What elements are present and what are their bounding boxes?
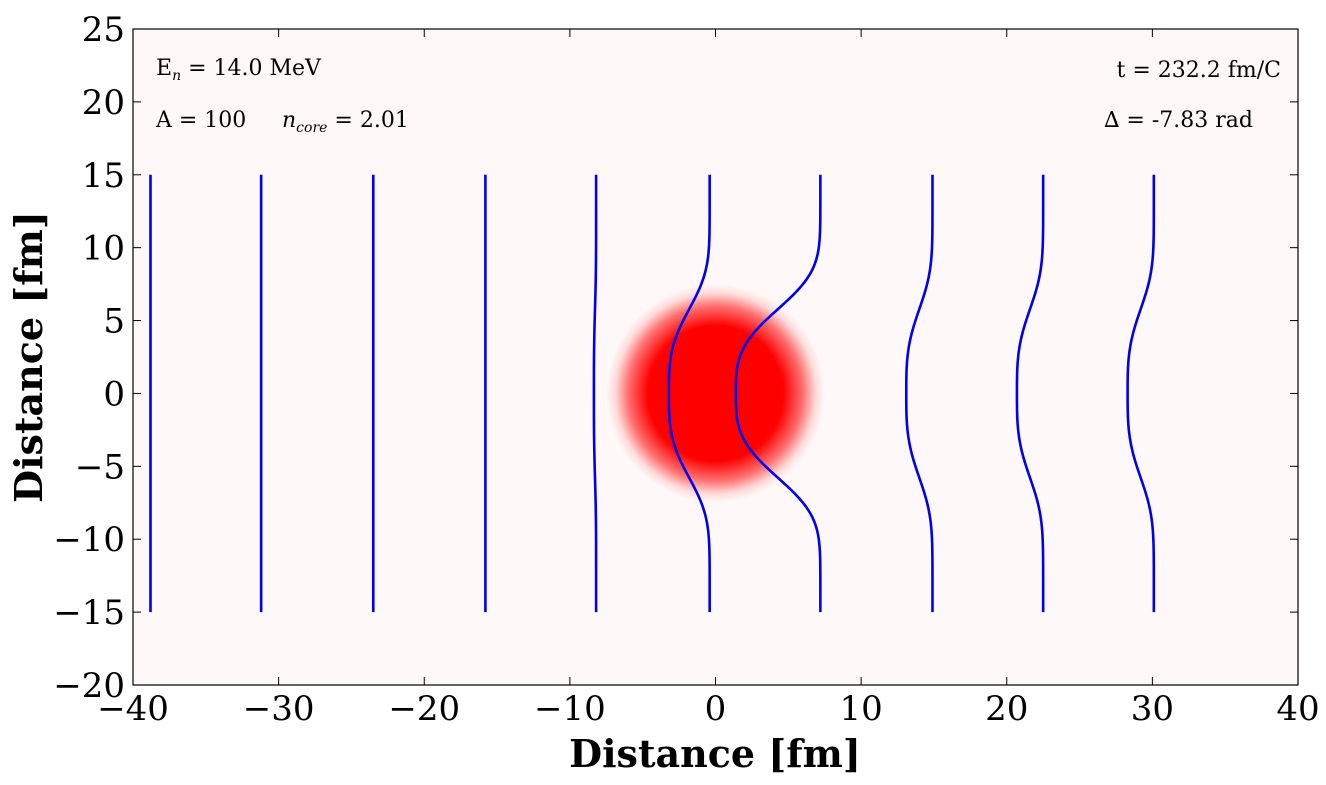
annotation-time: t = 232.2 fm/C: [1117, 58, 1281, 83]
wavefront-lines: [149, 174, 1156, 613]
annotation-core-density: ncore = 2.01: [282, 108, 409, 136]
annotation-energy: En = 14.0 MeV: [156, 56, 322, 84]
x-tick-label: −10: [534, 689, 606, 729]
annotation-phase: ∆ = -7.83 rad: [1104, 108, 1253, 133]
wavefront-line-7: [734, 174, 822, 613]
nucleus-blob: [606, 284, 825, 503]
x-tick-label: 20: [985, 689, 1028, 729]
x-tick-label: −20: [388, 689, 460, 729]
x-tick-label: 0: [705, 689, 727, 729]
y-tick-label: −10: [53, 520, 125, 560]
y-tick-label: 20: [82, 83, 125, 123]
y-tick-label: 10: [82, 229, 125, 269]
y-axis-title: Distance [fm]: [6, 211, 51, 503]
annotation-mass: A = 100: [155, 108, 246, 133]
wavefront-line-8: [904, 174, 934, 613]
y-tick-label: 25: [82, 10, 125, 50]
y-tick-label: −5: [75, 447, 125, 487]
wavefront-line-9: [1015, 174, 1045, 613]
x-tick-label: −40: [97, 689, 169, 729]
x-tick-label: −30: [243, 689, 315, 729]
wavefront-line-5: [592, 174, 598, 613]
y-tick-label: −15: [53, 593, 125, 633]
wavefront-line-10: [1126, 174, 1156, 613]
x-tick-label: 10: [839, 689, 882, 729]
y-tick-label: 5: [103, 302, 125, 342]
y-tick-label: −20: [53, 666, 125, 706]
y-tick-label: 0: [103, 374, 125, 414]
axis-ticks: −40 −30 −20 −10 0 10 20 30 40 −20 −15 −10 −5 0 5 10 15 20…: [53, 10, 1319, 729]
x-axis-title: Distance [fm]: [569, 731, 861, 776]
y-tick-label: 15: [82, 156, 125, 196]
x-tick-label: 30: [1131, 689, 1174, 729]
wavefront-line-6: [667, 174, 711, 613]
x-tick-label: 40: [1276, 689, 1319, 729]
